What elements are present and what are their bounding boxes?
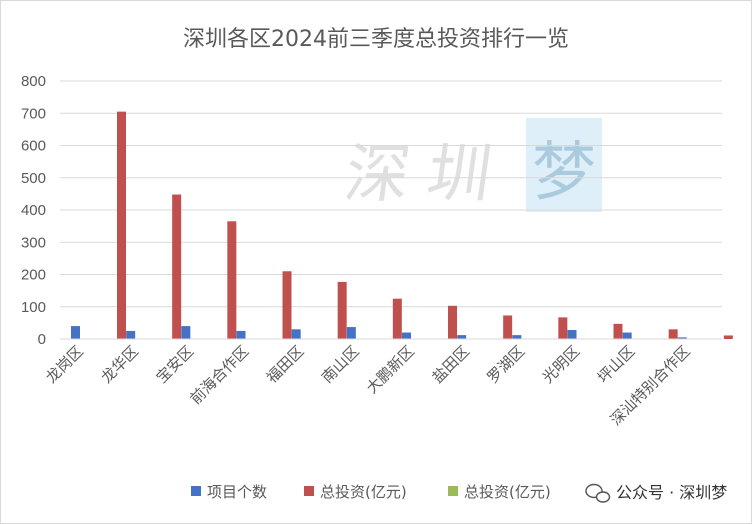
wechat-icon — [585, 483, 611, 503]
grid-lines — [60, 80, 722, 308]
x-tick-label: 大鹏新区 — [363, 342, 418, 397]
x-tick-label: 前海合作区 — [187, 342, 253, 408]
y-tick-label: 800 — [21, 73, 46, 90]
bar-series-0 — [346, 327, 356, 339]
y-tick-label: 600 — [21, 138, 46, 155]
y-axis-ticks: 0 100 200 300 400 500 600 700 800 — [21, 73, 46, 348]
bar-series-0 — [71, 326, 80, 339]
bar-series-0 — [402, 332, 411, 339]
bar-series-1 — [117, 111, 126, 339]
y-tick-label: 100 — [21, 299, 46, 316]
bar-series-0 — [622, 332, 632, 339]
bar-series-1 — [558, 317, 568, 339]
bar-series-1 — [392, 298, 402, 339]
bar-series-1 — [337, 281, 347, 339]
x-tick-label: 龙岗区 — [42, 342, 87, 387]
bar-series-0 — [677, 337, 687, 339]
legend-label-0: 项目个数 — [207, 483, 267, 501]
legend-label-2: 总投资(亿元) — [464, 483, 551, 501]
y-tick-label: 700 — [21, 105, 46, 122]
x-tick-label: 南山区 — [318, 342, 363, 387]
bar-series-1 — [503, 315, 513, 339]
bar-series-1 — [448, 305, 457, 339]
legend: 项目个数 总投资(亿元) 总投资(亿元) — [191, 483, 551, 501]
x-tick-label: 福田区 — [263, 342, 308, 387]
bars — [71, 111, 733, 339]
chart-title: 深圳各区2024前三季度总投资排行一览 — [183, 27, 569, 52]
bar-series-0 — [457, 335, 467, 339]
legend-swatch-1 — [304, 486, 314, 496]
watermark-text-right: 梦 — [532, 136, 596, 210]
bar-series-0 — [236, 330, 246, 339]
x-tick-label: 龙华区 — [97, 342, 142, 387]
bar-series-1 — [282, 271, 292, 339]
bar-series-0 — [567, 329, 577, 339]
watermark-box — [526, 118, 602, 212]
y-tick-label: 400 — [21, 202, 46, 219]
bar-series-0 — [512, 335, 522, 339]
y-tick-label: 0 — [38, 331, 46, 348]
bar-series-0 — [126, 330, 136, 339]
watermark: 深圳 梦 — [340, 118, 602, 212]
legend-swatch-2 — [448, 486, 458, 496]
x-tick-label: 光明区 — [539, 342, 584, 387]
x-tick-label: 罗湖区 — [484, 342, 529, 387]
y-tick-label: 200 — [21, 267, 46, 284]
credit-badge: 公众号 · 深圳梦 — [585, 483, 727, 503]
bar-series-0 — [181, 326, 191, 339]
bar-series-0 — [291, 329, 301, 339]
watermark-text-left: 深圳 — [340, 137, 514, 212]
x-tick-label: 坪山区 — [594, 342, 639, 387]
legend-swatch-0 — [191, 486, 201, 496]
x-tick-label: 盐田区 — [428, 342, 473, 387]
y-tick-label: 500 — [21, 170, 46, 187]
bar-series-1 — [668, 329, 678, 339]
bar-series-1 — [172, 194, 182, 339]
bar-series-1 — [723, 335, 733, 339]
bar-series-1 — [613, 323, 623, 339]
x-tick-label: 宝安区 — [153, 342, 198, 387]
bar-series-1 — [227, 221, 237, 339]
credit-text: 公众号 · 深圳梦 — [616, 483, 727, 502]
legend-label-1: 总投资(亿元) — [320, 483, 407, 501]
y-tick-label: 300 — [21, 234, 46, 251]
